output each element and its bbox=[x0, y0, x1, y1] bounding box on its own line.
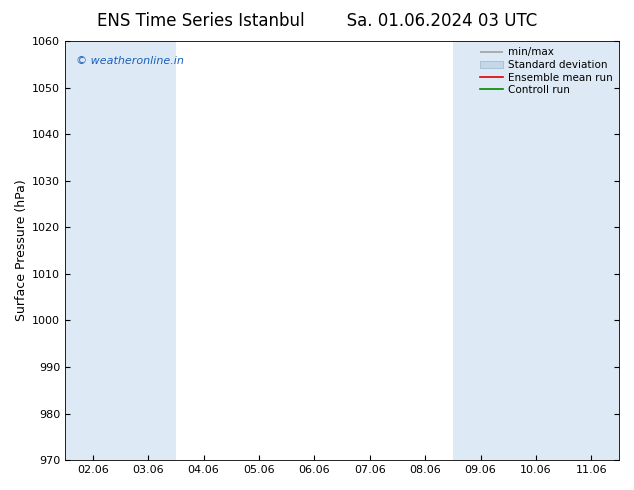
Legend: min/max, Standard deviation, Ensemble mean run, Controll run: min/max, Standard deviation, Ensemble me… bbox=[476, 43, 617, 99]
Bar bbox=[564, 41, 619, 460]
Text: © weatheronline.in: © weatheronline.in bbox=[76, 56, 184, 66]
Bar bbox=[120, 41, 176, 460]
Bar bbox=[65, 41, 120, 460]
Text: ENS Time Series Istanbul        Sa. 01.06.2024 03 UTC: ENS Time Series Istanbul Sa. 01.06.2024 … bbox=[97, 12, 537, 30]
Y-axis label: Surface Pressure (hPa): Surface Pressure (hPa) bbox=[15, 180, 28, 321]
Bar bbox=[453, 41, 508, 460]
Bar bbox=[508, 41, 564, 460]
